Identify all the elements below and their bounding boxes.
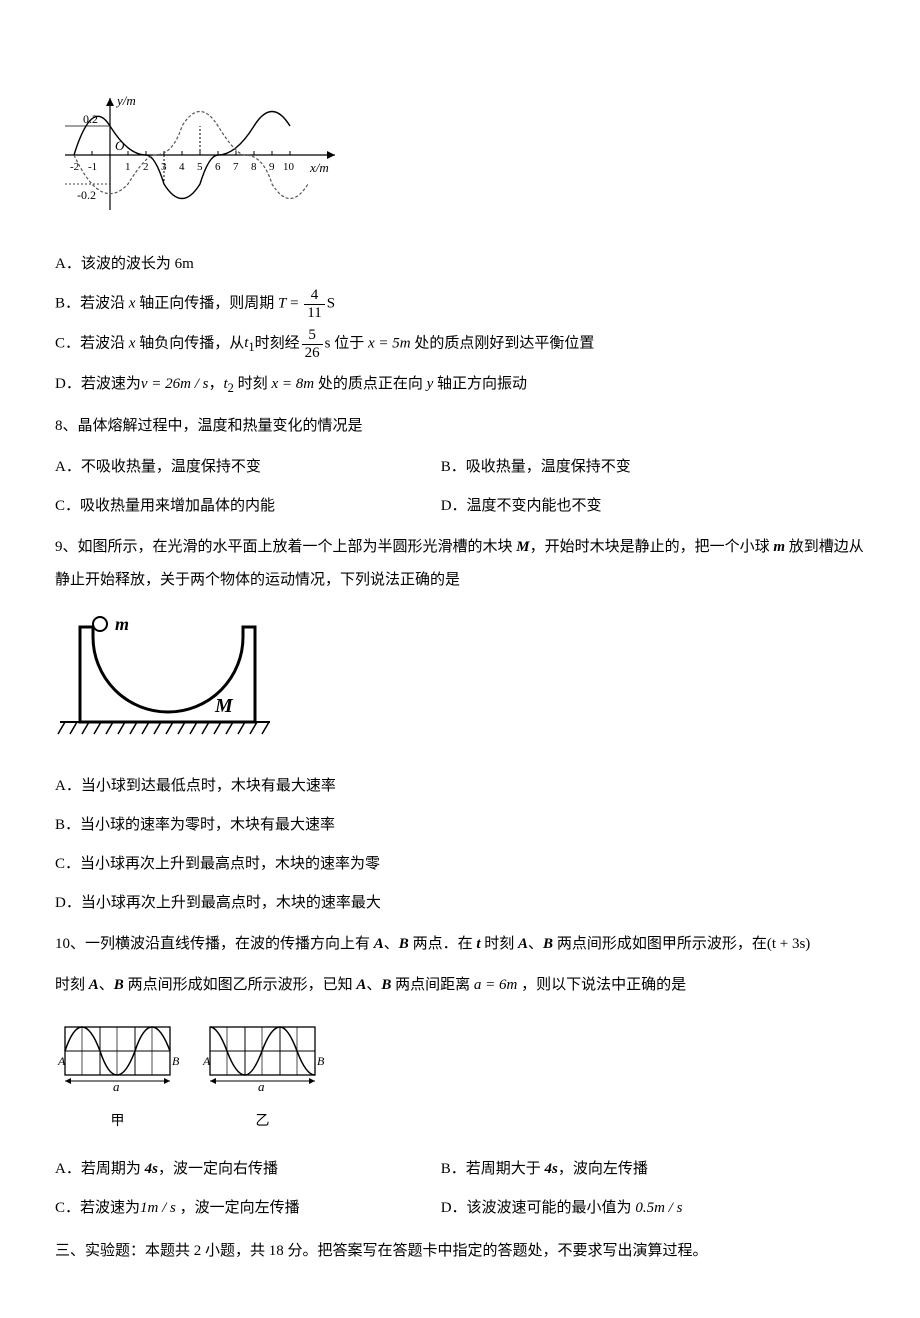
svg-text:M: M [214,695,234,717]
svg-text:-2: -2 [70,161,79,173]
q8-option-c: C．吸收热量用来增加晶体的内能 [55,490,441,523]
svg-text:m: m [115,614,129,634]
q10-option-b: B．若周期大于 4s，波向左传播 [441,1153,865,1186]
svg-text:a: a [113,1079,120,1092]
svg-text:A: A [57,1054,66,1068]
section-3-title: 三、实验题：本题共 2 小题，共 18 分。把答案写在答题卡中指定的答题处，不要… [55,1235,865,1268]
svg-text:6: 6 [215,161,221,173]
svg-text:4: 4 [179,161,185,173]
q10-options-row1: A．若周期为 4s，波一定向右传播 B．若周期大于 4s，波向左传播 [55,1153,865,1186]
q9-block-figure: m M [55,612,865,755]
q10-fig-jia: A B a 甲 [55,1017,180,1138]
q7-option-d: D．若波速为v = 26m / s，t2 时刻 x = 8m 处的质点正在向 y… [55,368,865,403]
svg-text:0.2: 0.2 [83,112,98,126]
q8-options-row1: A．不吸收热量，温度保持不变 B．吸收热量，温度保持不变 [55,451,865,484]
svg-text:9: 9 [269,161,275,173]
block-groove-svg: m M [55,612,275,742]
q10-option-c: C．若波速为1m / s ，波一定向左传播 [55,1192,441,1225]
q7-option-a: A．该波的波长为 6m [55,248,865,281]
q10-option-d: D．该波波速可能的最小值为 0.5m / s [441,1192,865,1225]
svg-text:B: B [172,1054,180,1068]
svg-text:-1: -1 [88,161,97,173]
q8-options-row2: C．吸收热量用来增加晶体的内能 D．温度不变内能也不变 [55,490,865,523]
svg-text:7: 7 [233,161,239,173]
q9-option-c: C．当小球再次上升到最高点时，木块的速率为零 [55,848,865,881]
wave-chart-svg: y/m x/m O 0.2 -0.2 -2-1 123 456 789 10 [55,90,345,220]
svg-text:5: 5 [197,161,203,173]
svg-text:1: 1 [125,161,131,173]
q7-option-c: C．若波沿 x 轴负向传播，从t1时刻经526s 位于 x = 5m 处的质点刚… [55,327,865,362]
q10-fig-yi: A B a 乙 [200,1017,325,1138]
svg-text:-0.2: -0.2 [77,188,96,202]
q9-option-b: B．当小球的速率为零时，木块有最大速率 [55,809,865,842]
q8-stem: 8、晶体熔解过程中，温度和热量变化的情况是 [55,410,865,443]
x-axis-label: x/m [309,160,329,175]
q10-figures: A B a 甲 A B a 乙 [55,1017,865,1138]
q9-option-d: D．当小球再次上升到最高点时，木块的速率最大 [55,887,865,920]
svg-text:A: A [202,1054,211,1068]
q7-wave-figure: y/m x/m O 0.2 -0.2 -2-1 123 456 789 10 [55,90,865,233]
q10-stem-line2: 时刻 A、B 两点间形成如图乙所示波形，已知 A、B 两点间距离 a = 6m … [55,969,865,1002]
q8-option-d: D．温度不变内能也不变 [441,490,865,523]
q7-option-b: B．若波沿 x 轴正向传播，则周期 T = 411S [55,287,865,321]
q8-option-a: A．不吸收热量，温度保持不变 [55,451,441,484]
svg-text:10: 10 [283,161,295,173]
q10-option-a: A．若周期为 4s，波一定向右传播 [55,1153,441,1186]
y-axis-label: y/m [115,93,136,108]
q10-options-row2: C．若波速为1m / s ，波一定向左传播 D．该波波速可能的最小值为 0.5m… [55,1192,865,1225]
svg-text:B: B [317,1054,325,1068]
q9-option-a: A．当小球到达最低点时，木块有最大速率 [55,770,865,803]
q9-stem: 9、如图所示，在光滑的水平面上放着一个上部为半圆形光滑槽的木块 M，开始时木块是… [55,531,865,597]
q8-option-b: B．吸收热量，温度保持不变 [441,451,865,484]
svg-text:8: 8 [251,161,257,173]
q10-stem-line1: 10、一列横波沿直线传播，在波的传播方向上有 A、B 两点．在 t 时刻 A、B… [55,928,865,961]
svg-text:a: a [258,1079,265,1092]
